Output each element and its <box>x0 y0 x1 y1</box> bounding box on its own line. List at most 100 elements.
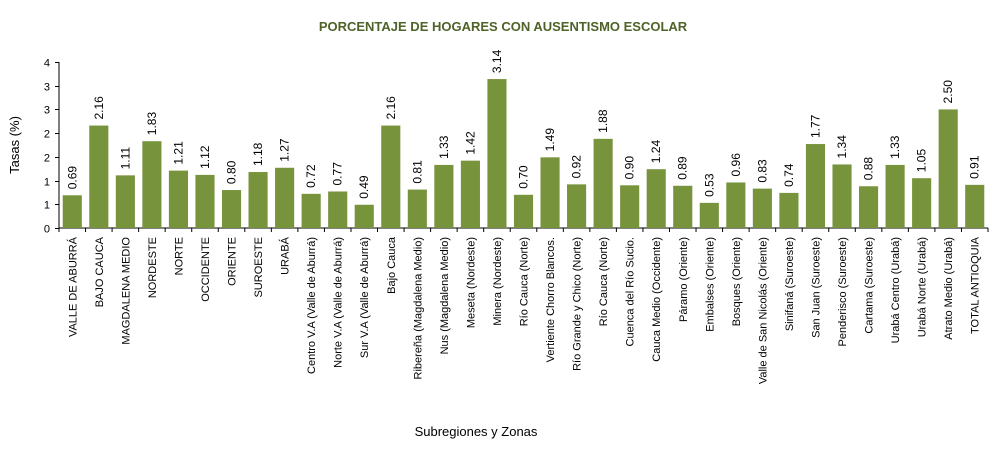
bar <box>195 174 215 228</box>
data-label: 1.12 <box>198 145 212 169</box>
data-label: 0.91 <box>968 155 982 179</box>
category-label: Urabá Centro (Urabá) <box>890 237 902 343</box>
data-label: 0.69 <box>65 166 79 190</box>
y-tick-label: 2 <box>44 153 50 165</box>
bar <box>726 182 746 228</box>
chart-title: PORCENTAJE DE HOGARES CON AUSENTISMO ESC… <box>319 19 688 34</box>
data-label: 1.05 <box>915 149 929 173</box>
category-label: Meseta (Nordeste) <box>465 237 477 328</box>
category-label: Páramo (Oriente) <box>678 237 690 322</box>
data-label: 1.42 <box>463 131 477 155</box>
data-label: 2.16 <box>384 96 398 120</box>
bar <box>567 184 587 228</box>
data-label: 0.92 <box>570 155 584 179</box>
category-label: URABÁ <box>279 236 292 275</box>
category-label: Cuenca del Río Sucio. <box>625 237 637 346</box>
data-label: 0.88 <box>862 157 876 181</box>
category-label: NORTE <box>173 237 185 275</box>
data-label: 1.27 <box>278 138 292 162</box>
category-label: Embalses (Oriente) <box>704 237 716 332</box>
data-label: 0.90 <box>623 156 637 180</box>
data-label: 1.33 <box>437 135 451 159</box>
category-label: San Juan (Suroeste) <box>810 237 822 338</box>
plot-area: 0 1 1 2 2 3 3 4 0.69 VALLE DE ABURRÁ 2.16 BAJO CAUC… <box>44 49 989 384</box>
data-label: 3.14 <box>490 49 504 73</box>
bar <box>593 138 613 228</box>
data-label: 1.77 <box>808 114 822 138</box>
data-label: 0.80 <box>225 160 239 184</box>
bar <box>460 160 480 228</box>
bar <box>248 172 268 228</box>
category-label: VALLE DE ABURRÁ <box>66 236 79 337</box>
bar <box>832 164 852 228</box>
category-label: Cartama (Suroeste) <box>864 237 876 334</box>
bar <box>540 157 560 228</box>
bar <box>885 164 905 228</box>
y-tick-label: 0 <box>44 224 50 236</box>
data-label: 1.33 <box>888 135 902 159</box>
data-label: 0.83 <box>755 159 769 183</box>
bar <box>859 186 879 228</box>
bar <box>434 164 454 228</box>
data-label: 0.81 <box>410 160 424 184</box>
category-label: Centro V.A (Valle de Aburrá) <box>306 237 318 374</box>
bar <box>513 194 534 228</box>
category-label: Norte V.A (Valle de Aburrá) <box>333 237 345 368</box>
data-label: 0.53 <box>702 173 716 197</box>
bar <box>752 188 772 228</box>
data-label: 1.83 <box>145 112 159 136</box>
data-label: 0.96 <box>729 153 743 177</box>
bar <box>142 141 162 228</box>
data-label: 1.21 <box>171 141 185 165</box>
y-tick-label: 2 <box>44 129 50 141</box>
y-tick-label: 4 <box>44 58 50 70</box>
data-label: 1.88 <box>596 109 610 133</box>
data-label: 1.49 <box>543 128 557 152</box>
bar <box>779 192 799 228</box>
bar <box>673 185 693 228</box>
category-label: Río Cauca (Norte) <box>519 237 531 326</box>
data-label: 1.11 <box>118 147 132 170</box>
category-label: BAJO CAUCA <box>94 236 106 307</box>
bar <box>965 184 985 228</box>
bar <box>168 170 188 228</box>
bar <box>221 190 242 228</box>
bar <box>699 202 719 228</box>
category-label: Sur V.A (Valle de Aburrá) <box>359 237 371 358</box>
data-label: 0.49 <box>357 175 371 199</box>
bar <box>275 167 295 228</box>
bar <box>805 144 826 228</box>
y-tick-label: 3 <box>44 82 50 94</box>
data-label: 0.74 <box>782 163 796 187</box>
bar <box>407 189 427 228</box>
category-label: SUROESTE <box>253 237 265 298</box>
category-label: Río Cauca (Norte) <box>598 237 610 326</box>
bar <box>938 109 958 228</box>
bar <box>381 125 401 228</box>
data-label: 0.89 <box>676 156 690 180</box>
category-label: OCCIDENTE <box>200 237 212 302</box>
category-label: MAGDALENA MEDIO <box>120 237 132 345</box>
data-label: 1.34 <box>835 135 849 159</box>
category-label: NORDESTE <box>147 237 159 298</box>
category-label: Valle de San Nicolás (Oriente) <box>757 237 769 384</box>
data-label: 1.18 <box>251 142 265 166</box>
bar <box>620 185 640 228</box>
bar <box>912 178 932 228</box>
category-label: Vertiente Chorro Blancos. <box>545 237 557 362</box>
bar <box>646 169 666 228</box>
category-label: Bajo Cauca <box>386 236 398 294</box>
category-label: TOTAL ANTIOQUIA <box>970 236 982 334</box>
data-label: 2.50 <box>941 80 955 104</box>
bar <box>89 125 109 228</box>
bar <box>354 204 374 228</box>
data-label: 1.24 <box>649 140 663 164</box>
category-label: Río Grande y Chico (Norte) <box>572 237 584 371</box>
data-label: 0.70 <box>517 165 531 189</box>
data-label: 0.72 <box>304 164 318 188</box>
category-label: Cauca Medio (Occidente) <box>651 237 663 362</box>
category-label: Atrato Medio (Urabá) <box>943 237 955 340</box>
data-label: 0.77 <box>331 162 345 186</box>
